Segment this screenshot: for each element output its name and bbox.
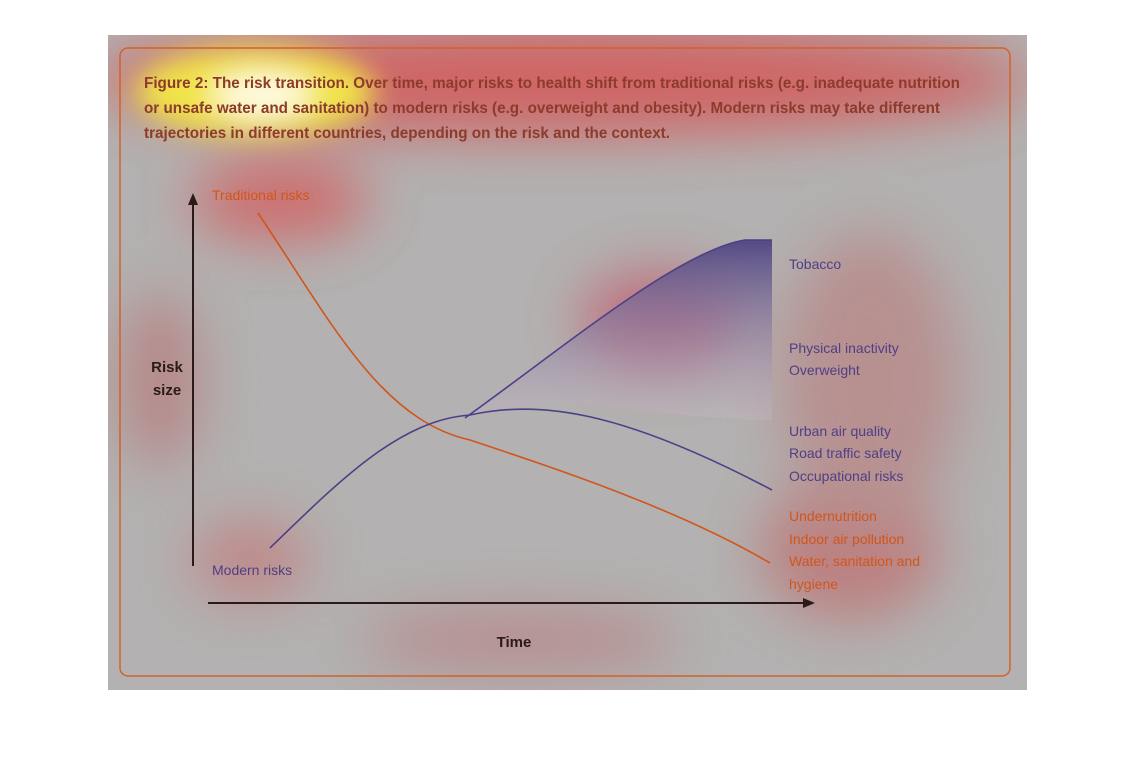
- curve-label: Modern risks: [212, 562, 292, 578]
- risk-label: Urban air quality: [789, 423, 891, 439]
- risk-label: Occupational risks: [789, 468, 903, 484]
- frame: [119, 47, 1011, 677]
- risk-label: Undernutrition: [789, 508, 877, 524]
- heatmap: [108, 35, 1027, 690]
- arrowhead: [803, 598, 815, 608]
- risk-label: Road traffic safety: [789, 445, 902, 461]
- caption: or unsafe water and sanitation) to moder…: [144, 100, 941, 117]
- risk-label: Tobacco: [789, 256, 841, 272]
- traditional-curve: [257, 212, 771, 564]
- caption: trajectories in different countries, dep…: [144, 125, 670, 142]
- x-label: Time: [497, 634, 532, 651]
- modern-curve-high: [464, 239, 772, 419]
- y-label: Risk: [151, 359, 183, 376]
- curve-label: Traditional risks: [212, 187, 310, 203]
- risk-label: Water, sanitation and: [789, 553, 920, 569]
- risk-label: hygiene: [789, 576, 838, 592]
- arrowhead: [188, 193, 198, 205]
- y-label: size: [153, 382, 181, 399]
- risk-label: Indoor air pollution: [789, 531, 904, 547]
- risk-label: Physical inactivity: [789, 340, 899, 356]
- caption: Figure 2: The risk transition. Over time…: [144, 75, 960, 92]
- modern-range: [465, 240, 772, 420]
- risk-label: Overweight: [789, 362, 860, 378]
